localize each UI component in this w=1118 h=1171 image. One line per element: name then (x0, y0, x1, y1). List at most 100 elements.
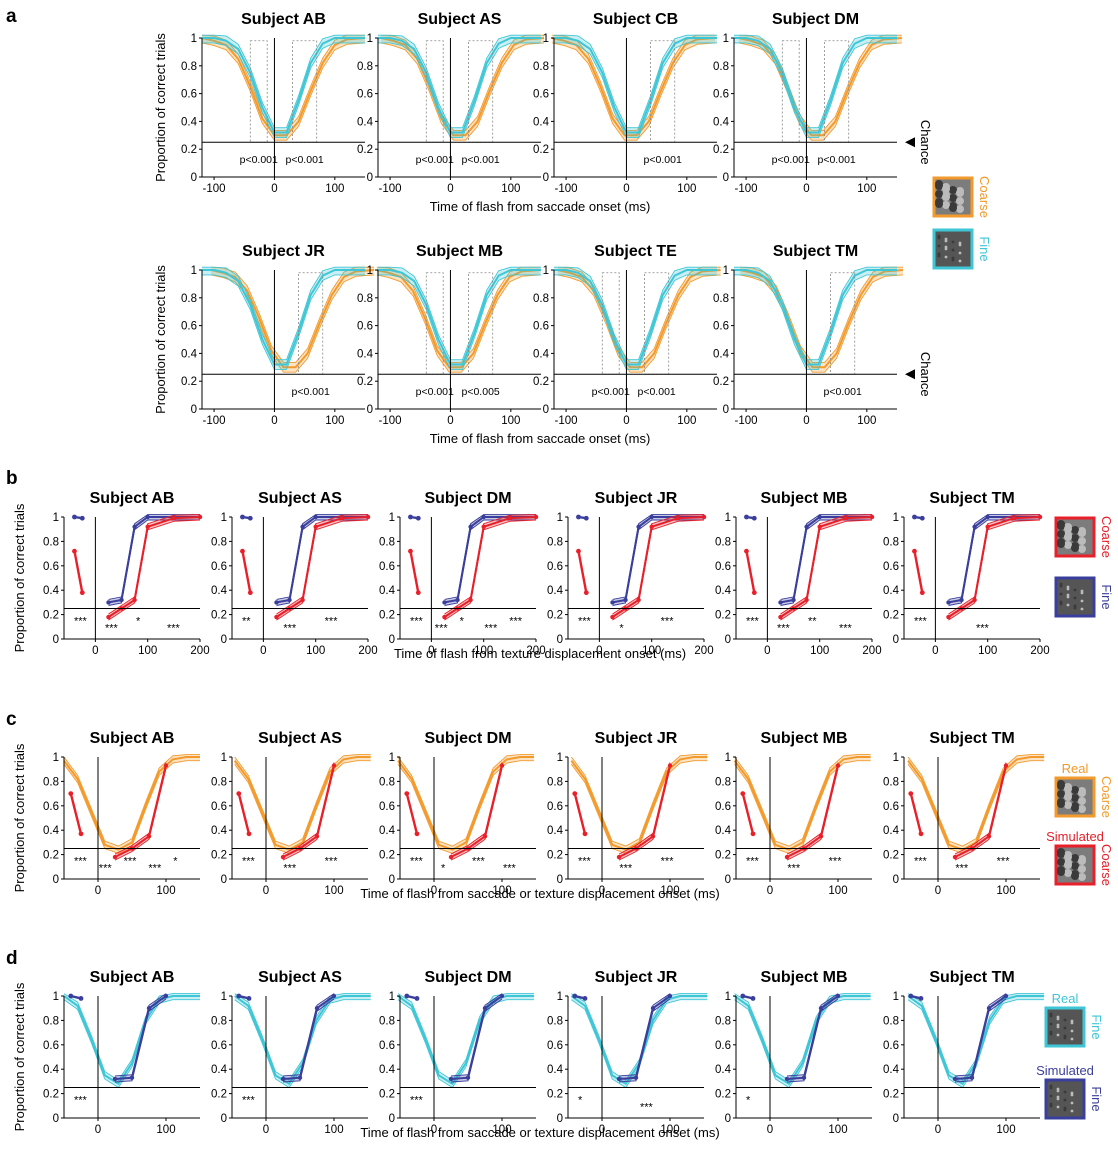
x-tick-label: -100 (735, 183, 758, 195)
series-sim_fine-band (451, 993, 502, 1082)
pre-onset-point (912, 514, 917, 520)
y-tick-label: 0.6 (547, 1040, 563, 1052)
subplot-title: Subject TM (773, 243, 858, 260)
x-tick-label: 100 (156, 1124, 175, 1136)
y-tick-label: 0.8 (211, 1015, 227, 1027)
y-tick-label: 0.8 (211, 536, 227, 548)
series-fine-edge (378, 42, 541, 138)
texture-dot (1070, 1101, 1074, 1105)
series-fine-band (734, 35, 897, 138)
subplot-title: Subject DM (424, 730, 511, 747)
significance-stars: *** (435, 622, 449, 634)
data-point (791, 597, 796, 603)
pre-onset-point (583, 515, 589, 521)
series-coarse-edge (571, 754, 708, 847)
y-tick-label: 0.4 (533, 348, 550, 360)
texture-dot (1064, 801, 1072, 809)
y-tick-label: 0.8 (43, 776, 59, 788)
significance-stars: *** (99, 862, 113, 874)
significance-stars: * (173, 855, 178, 867)
pre-onset-point (72, 548, 77, 554)
data-point (106, 600, 111, 605)
series-sim_coarse-edge (282, 768, 335, 861)
significance-stars: *** (167, 622, 181, 634)
series-fine-band (908, 993, 1045, 1088)
data-point (482, 1006, 488, 1011)
y-tick-label: 0.6 (379, 801, 395, 813)
y-axis-label: Proportion of correct trials (12, 503, 27, 652)
significance-stars: *** (578, 615, 592, 627)
significance-stars: *** (242, 855, 256, 867)
data-point (331, 993, 337, 999)
y-tick-label: 0.6 (211, 561, 227, 573)
series-sim_fine-edge (954, 998, 1007, 1083)
data-point (112, 1076, 118, 1082)
y-tick-label: 0.8 (379, 776, 395, 788)
texture-dot (1064, 525, 1072, 533)
texture-dot (937, 254, 941, 258)
y-tick-label: 1 (725, 752, 731, 764)
series-fine-line (63, 995, 200, 1086)
texture-dot (1056, 1017, 1060, 1021)
x-tick-label: 0 (599, 885, 605, 897)
y-tick-label: 1 (221, 991, 227, 1003)
significance-stars: *** (997, 855, 1011, 867)
x-tick-label: -100 (203, 415, 226, 427)
series-fine-edge (397, 999, 534, 1089)
pre-onset-point (240, 548, 245, 554)
significance-stars: *** (503, 862, 517, 874)
series-fine-band (378, 267, 541, 370)
data-point (633, 1075, 639, 1080)
x-tick-label: 0 (935, 885, 941, 897)
pre-onset-line (405, 793, 419, 835)
data-point (801, 1075, 807, 1080)
legend-item: Fine (1054, 576, 1114, 618)
x-tick-label: 100 (978, 645, 997, 657)
x-tick-label: 100 (501, 183, 520, 195)
significance-window (425, 40, 444, 143)
texture-dot (944, 247, 948, 251)
series-sim_fine-line (618, 995, 671, 1080)
pre-onset-point (908, 791, 914, 796)
subplot-a-1-1: p<0.001 p<0.005 0 0.2 0.4 0.6 0.8 1 -100 0 100 Subj… (357, 243, 541, 427)
data-point (507, 516, 513, 521)
significance-stars: *** (661, 615, 675, 627)
pre-onset-point (744, 514, 749, 520)
texture-dot (1078, 545, 1086, 553)
x-tick-label: 0 (932, 645, 938, 657)
data-point (1011, 516, 1017, 521)
texture-dot (1049, 1104, 1053, 1108)
x-tick-label: 100 (996, 1124, 1015, 1136)
texture-dot (937, 234, 941, 238)
y-tick-label: 0.6 (379, 1040, 395, 1052)
x-tick-label: 0 (431, 885, 437, 897)
texture-dot (1049, 1084, 1053, 1088)
texture-dot (942, 185, 950, 193)
significance-stars: * (441, 862, 446, 874)
y-tick-label: 0.8 (533, 293, 549, 305)
texture-dot (1059, 600, 1063, 604)
data-point (778, 600, 783, 605)
series-fine-edge (234, 999, 371, 1089)
y-tick-label: 0.2 (43, 610, 59, 622)
significance-stars: *** (976, 622, 990, 634)
y-axis-label: Proportion of correct trials (12, 743, 27, 892)
series-sim_fine-line (786, 995, 839, 1080)
y-tick-label: 0.2 (43, 1089, 59, 1101)
series-fine-line (734, 37, 897, 134)
texture-dot (1064, 533, 1072, 541)
series-coarse-line (233, 756, 371, 851)
series-sim_fine-line (612, 516, 704, 604)
y-tick-label: 1 (389, 991, 395, 1003)
y-tick-label: 0.2 (715, 850, 731, 862)
series-sim_fine-edge (450, 998, 503, 1083)
series-fine-band (234, 993, 371, 1088)
y-axis-label: Proportion of correct trials (12, 982, 27, 1131)
significance-label: p<0.005 (462, 386, 500, 398)
series-coarse-edge (63, 760, 200, 854)
texture-dot (1066, 603, 1070, 607)
x-tick-label: 0 (596, 645, 602, 657)
texture-dot (935, 200, 943, 208)
pre-onset-line (741, 793, 755, 835)
y-tick-label: 0.6 (715, 1040, 731, 1052)
